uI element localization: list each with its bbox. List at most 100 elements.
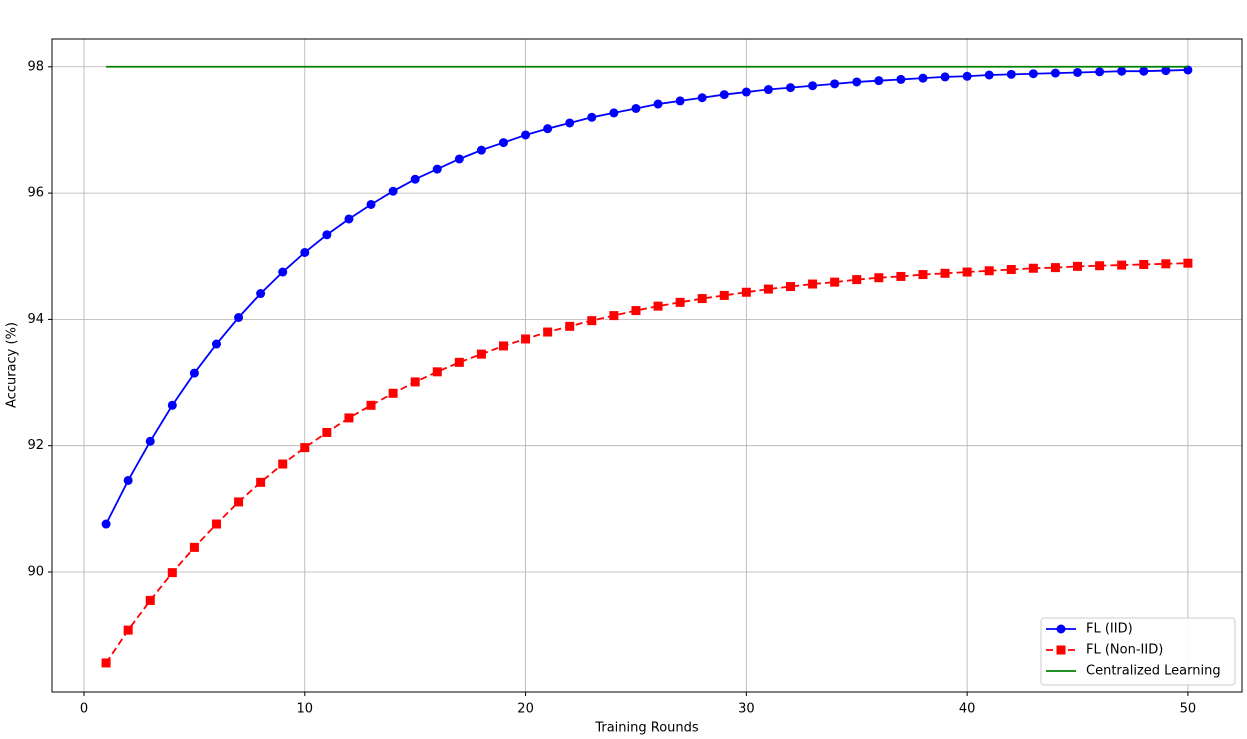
x-axis-label: Training Rounds [594,721,699,736]
point [1095,67,1105,77]
y-tick-label: 90 [27,565,44,580]
point [852,275,862,285]
point [763,284,773,294]
point [896,271,906,281]
point [1050,68,1060,78]
point [631,306,641,316]
x-tick-label: 40 [959,702,976,717]
point [1006,265,1016,275]
point [609,311,619,321]
point [101,519,111,529]
point [256,289,266,299]
point [211,519,221,529]
y-tick-label: 98 [27,59,44,74]
y-axis-label: Accuracy (%) [5,322,20,408]
point [388,388,398,398]
point [940,72,950,82]
point [1073,67,1083,77]
point [1139,66,1149,76]
legend: FL (IID) FL (Non-IID) Centralized Learning [1040,617,1236,686]
point [322,230,332,240]
series-line [105,262,1188,664]
point [962,267,972,277]
point [653,301,663,311]
point [609,108,619,118]
plot-frame [51,38,1243,693]
point [211,339,221,349]
point [741,87,751,97]
point [388,186,398,196]
point [1161,66,1171,76]
point [278,459,288,469]
point [874,76,884,86]
point [675,297,685,307]
point [808,279,818,289]
point [1056,645,1066,655]
point [984,70,994,80]
point [454,154,464,164]
point [675,96,685,106]
point [234,497,244,507]
point [830,277,840,287]
point [300,247,310,257]
point [410,174,420,184]
point [1028,69,1038,79]
point [189,542,199,552]
point [1028,263,1038,273]
x-tick-label: 0 [80,702,88,717]
point [432,164,442,174]
point [476,145,486,155]
point [1183,258,1193,268]
x-tick-label: 20 [517,702,534,717]
point [653,99,663,109]
point [719,290,729,300]
point [543,124,553,134]
point [521,130,531,140]
point [366,199,376,209]
point [830,79,840,89]
point [1161,259,1171,269]
point [1056,624,1066,634]
point [167,568,177,578]
point [167,400,177,410]
point [1117,260,1127,270]
point [565,118,575,128]
point [697,294,707,304]
point [918,270,928,280]
point [896,74,906,84]
x-tick-label: 10 [297,702,314,717]
point [587,316,597,326]
point [189,368,199,378]
point [498,341,508,351]
point [145,436,155,446]
point [498,138,508,148]
y-tick-label: 92 [27,438,44,453]
point [145,595,155,605]
series-line [105,69,1188,525]
point [874,273,884,283]
point [631,103,641,113]
point [1139,259,1149,269]
point [918,73,928,83]
point [1095,261,1105,271]
point [1006,69,1016,79]
x-tick-label: 30 [738,702,755,717]
point [786,83,796,93]
point [366,400,376,410]
x-tick-label: 50 [1180,702,1197,717]
point [344,214,354,224]
legend-box [1040,617,1236,686]
point [476,349,486,359]
point [101,658,111,668]
point [1117,66,1127,76]
legend-label: FL (IID) [1086,622,1133,637]
point [256,477,266,487]
point [300,443,310,453]
point [1050,263,1060,273]
point [763,85,773,95]
point [587,112,597,122]
point [432,367,442,377]
point [565,321,575,331]
point [719,90,729,100]
